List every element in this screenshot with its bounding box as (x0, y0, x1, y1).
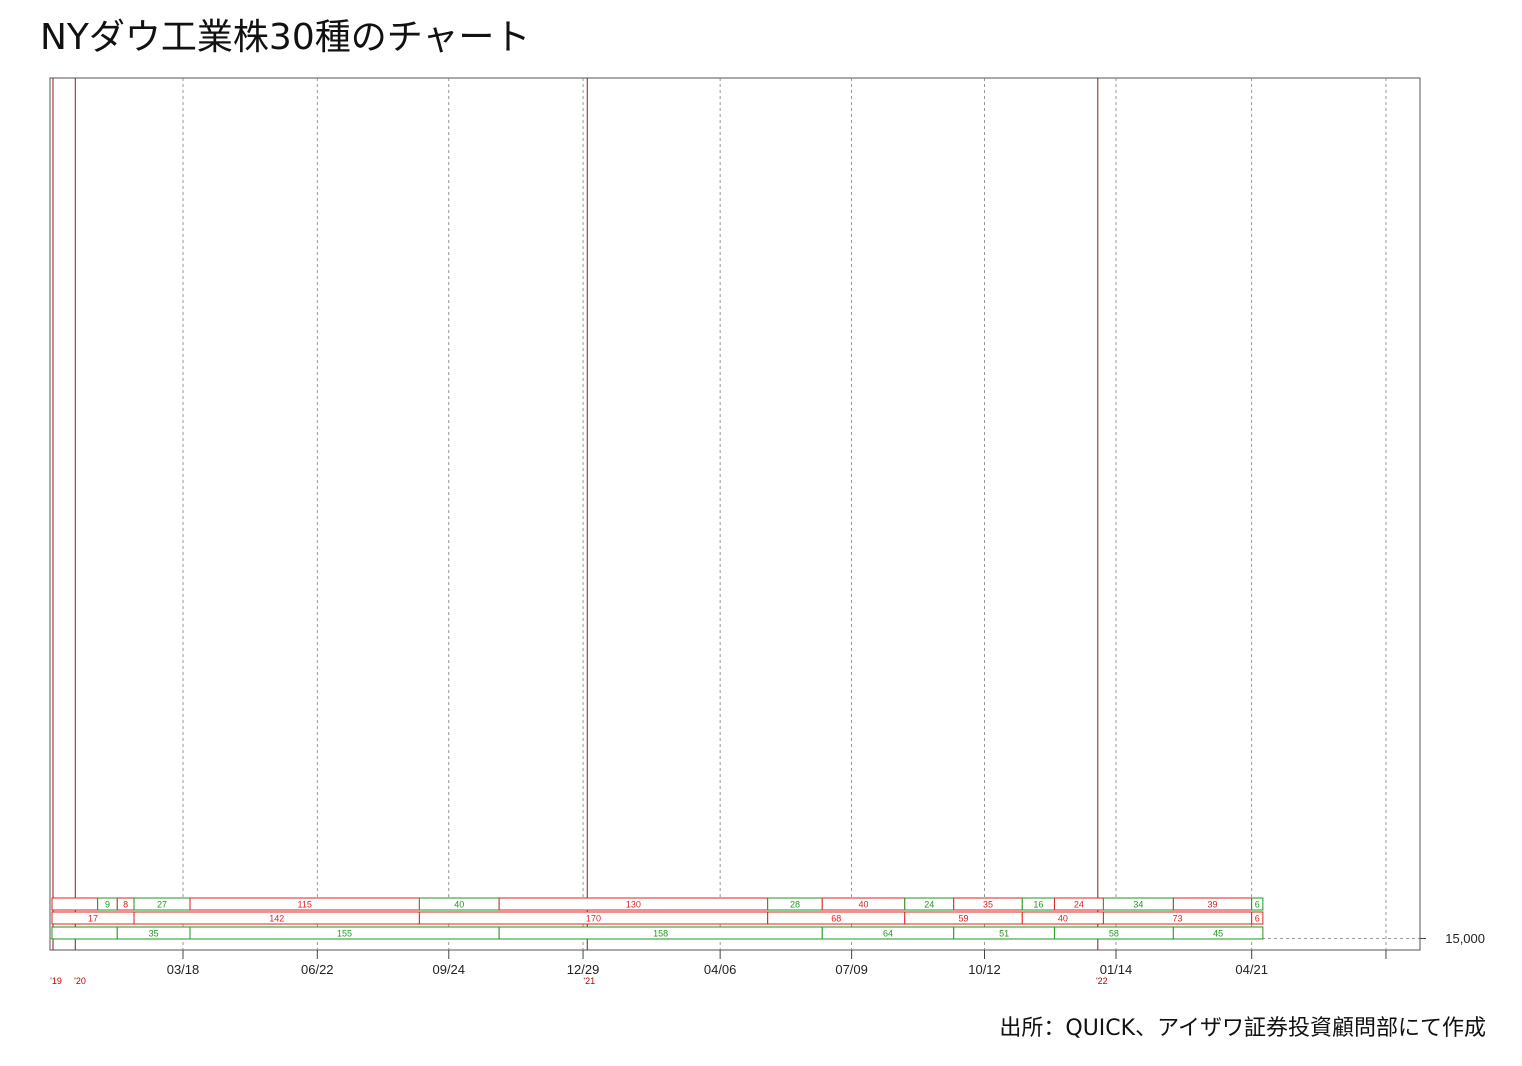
count-label: 68 (831, 914, 841, 924)
count-cell (1251, 897, 1264, 911)
year-label: '21 (583, 976, 595, 986)
x-tick-label: 10/12 (968, 962, 1001, 977)
y-tick-label: 15,000 (1445, 931, 1485, 946)
count-cell (1251, 911, 1264, 925)
page-title: NYダウ工業株30種のチャート (40, 17, 531, 58)
count-label: 40 (1058, 914, 1068, 924)
count-cell (51, 897, 99, 911)
count-label: 155 (337, 929, 352, 939)
count-label: 35 (149, 929, 159, 939)
x-tick-label: 09/24 (432, 962, 465, 977)
count-label: 115 (298, 900, 312, 910)
x-tick-label: 04/06 (704, 962, 737, 977)
x-tick-label: 01/14 (1100, 962, 1133, 977)
year-label: '22 (1096, 976, 1108, 986)
year-label: '19 (50, 976, 62, 986)
count-label: 58 (1109, 929, 1119, 939)
x-tick-label: 04/21 (1235, 962, 1268, 977)
plot-frame (49, 77, 1421, 951)
count-label: 6 (1255, 914, 1260, 924)
count-cell (1172, 926, 1264, 940)
count-label: 6 (1255, 900, 1260, 910)
count-label: 24 (1074, 900, 1084, 910)
count-label: 24 (924, 900, 934, 910)
count-label: 39 (1208, 900, 1218, 910)
count-label: 17 (88, 914, 98, 924)
count-label: 34 (1133, 900, 1143, 910)
x-tick-label: 07/09 (835, 962, 868, 977)
count-label: 27 (157, 900, 167, 910)
x-tick-label: 12/29 (567, 962, 600, 977)
count-label: 64 (883, 929, 893, 939)
count-cell (51, 926, 118, 940)
count-label: 142 (269, 914, 284, 924)
count-label: 40 (859, 900, 869, 910)
count-label: 9 (105, 900, 110, 910)
count-label: 130 (626, 900, 641, 910)
count-label: 40 (454, 900, 464, 910)
count-label: 45 (1213, 929, 1223, 939)
count-label: 170 (586, 914, 601, 924)
count-label: 28 (790, 900, 800, 910)
count-label: 59 (959, 914, 969, 924)
x-tick-label: 06/22 (301, 962, 334, 977)
count-label: 73 (1173, 914, 1183, 924)
x-tick-label: 03/18 (167, 962, 200, 977)
count-label: 8 (123, 900, 128, 910)
source-note: 出所：QUICK、アイザワ証券投資顧問部にて作成 (999, 1016, 1486, 1041)
count-label: 158 (653, 929, 668, 939)
count-label: 35 (983, 900, 993, 910)
year-label: '20 (74, 976, 86, 986)
count-label: 16 (1033, 900, 1043, 910)
count-label: 51 (999, 929, 1009, 939)
